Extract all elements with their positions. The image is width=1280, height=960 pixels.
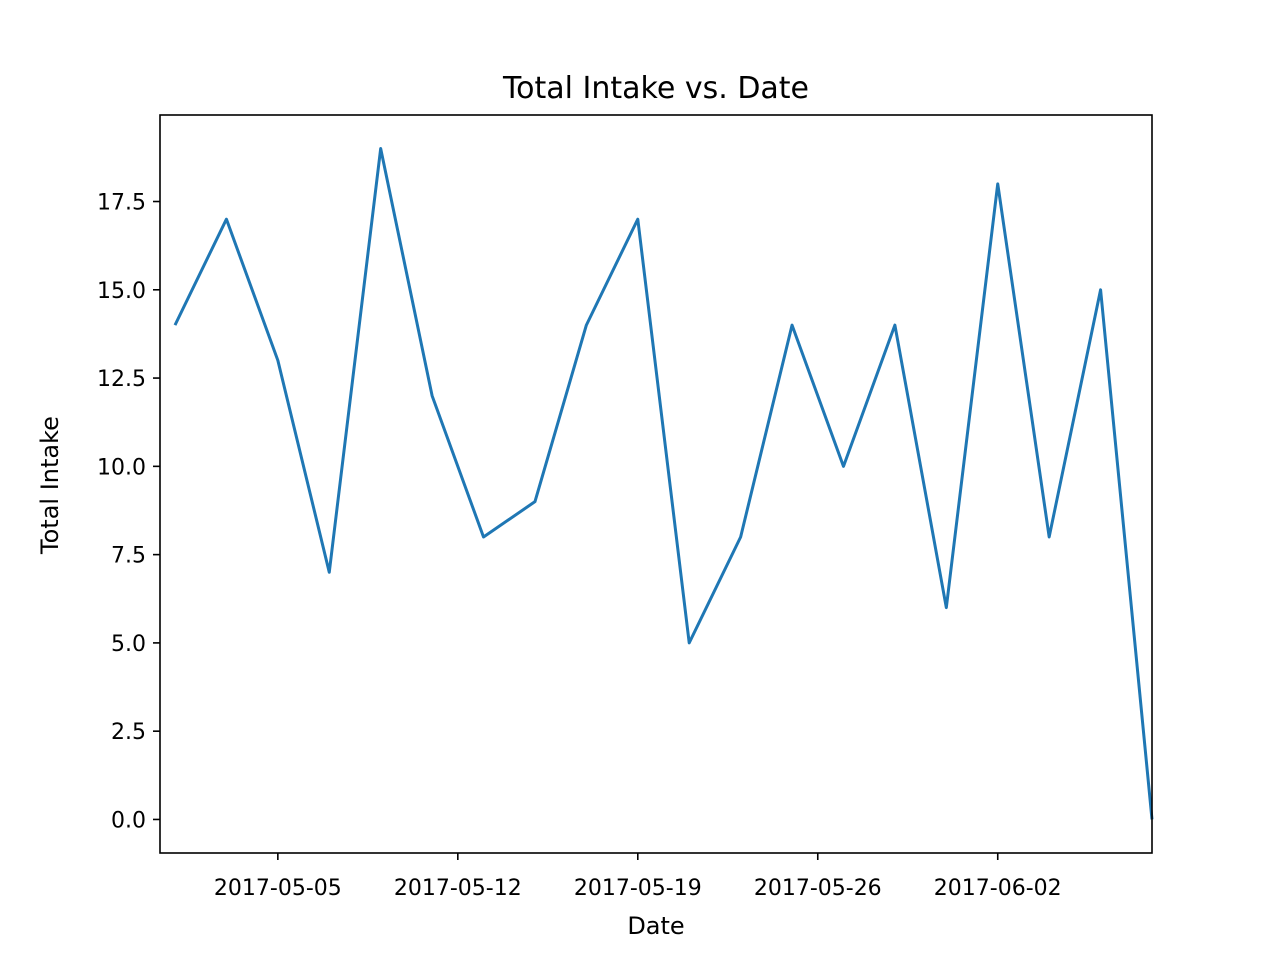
y-axis-label: Total Intake xyxy=(36,416,64,555)
y-tick-label: 5.0 xyxy=(111,632,146,657)
x-tick-label: 2017-05-05 xyxy=(214,876,342,901)
plot-area xyxy=(159,114,1154,854)
y-tick-label: 17.5 xyxy=(97,191,146,216)
y-tick-label: 2.5 xyxy=(111,720,146,745)
chart-title: Total Intake vs. Date xyxy=(502,71,809,106)
plot-frame xyxy=(159,114,1153,854)
series-line xyxy=(173,147,1154,820)
y-tick-label: 15.0 xyxy=(97,279,146,304)
y-tick-label: 0.0 xyxy=(111,808,146,833)
y-tick-label: 7.5 xyxy=(111,544,146,569)
x-axis: 2017-05-05 2017-05-12 2017-05-19 2017-05-26… xyxy=(214,853,1062,901)
x-tick-label: 2017-05-12 xyxy=(394,876,522,901)
y-tick-label: 12.5 xyxy=(97,367,146,392)
y-axis: 0.0 2.5 5.0 7.5 10.0 12.5 15.0 17.5 xyxy=(97,191,160,833)
x-tick-label: 2017-05-19 xyxy=(574,876,702,901)
y-tick-label: 10.0 xyxy=(97,455,146,480)
x-tick-label: 2017-06-02 xyxy=(934,876,1062,901)
x-axis-label: Date xyxy=(627,912,684,940)
x-tick-label: 2017-05-26 xyxy=(754,876,882,901)
